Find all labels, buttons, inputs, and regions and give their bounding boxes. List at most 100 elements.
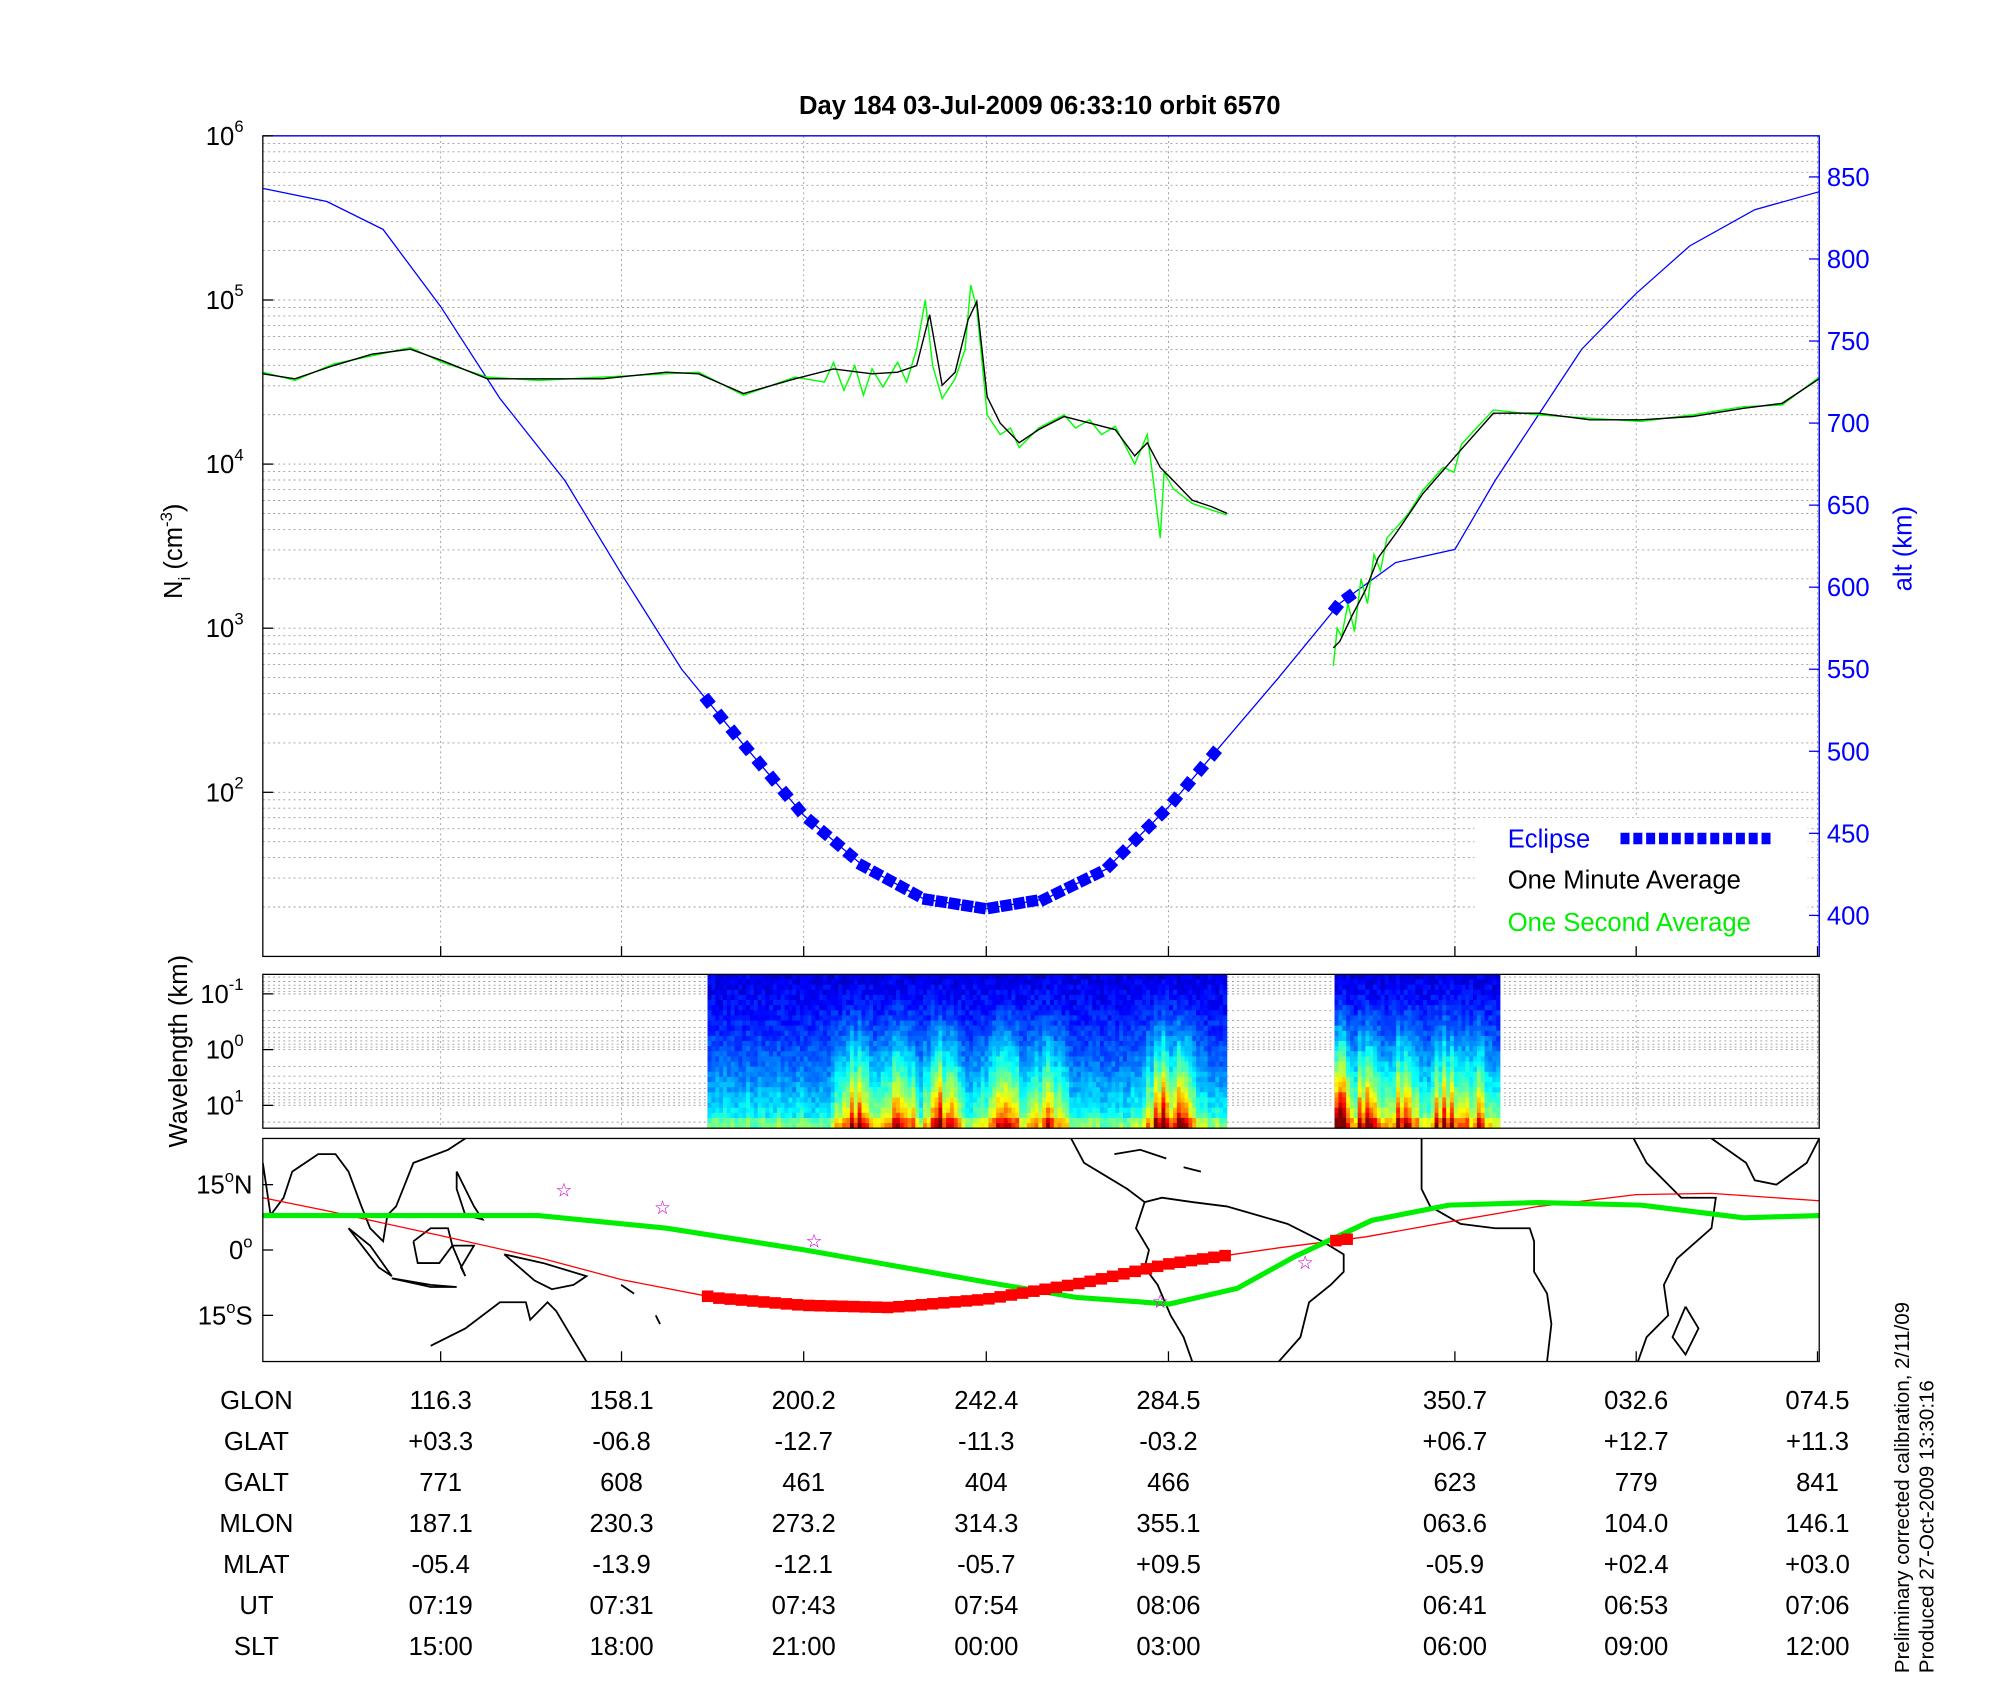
- spectrogram-cell: [753, 1020, 759, 1027]
- spectrogram-cell: [1423, 1000, 1428, 1006]
- spectrogram-cell: [876, 1056, 882, 1062]
- spectrogram-cell: [1376, 979, 1382, 985]
- spectrogram-cell: [1215, 1000, 1220, 1006]
- spectrogram-cell: [711, 1056, 716, 1062]
- spectrogram-cell: [1169, 1087, 1174, 1093]
- spectrogram-cell: [1096, 1010, 1101, 1016]
- spectrogram-cell: [1399, 974, 1405, 980]
- spectrogram-cell: [1223, 1041, 1228, 1047]
- spectrogram-cell: [961, 1107, 966, 1114]
- spectrogram-cell: [1173, 1061, 1178, 1068]
- spectrogram-cell: [1388, 1046, 1393, 1052]
- spectrogram-cell: [1153, 1076, 1159, 1083]
- spectrogram-cell: [1399, 1010, 1405, 1016]
- spectrogram-cell: [1057, 989, 1062, 996]
- spectrogram-cell: [1419, 1056, 1424, 1062]
- spectrogram-cell: [1173, 979, 1178, 985]
- spectrogram-cell: [1203, 1051, 1209, 1057]
- spectrogram-cell: [773, 1112, 778, 1119]
- spectrogram-cell: [1130, 979, 1135, 985]
- spectrogram-cell: [1169, 1030, 1174, 1037]
- spectrogram-cell: [1134, 1087, 1139, 1093]
- spectrogram-cell: [1092, 1112, 1097, 1119]
- spectrogram-cell: [899, 1030, 905, 1037]
- spectrogram-cell: [819, 1117, 824, 1124]
- spectrogram-cell: [1126, 1087, 1132, 1093]
- spectrogram-cell: [1207, 1041, 1212, 1047]
- spectrogram-cell: [1019, 1030, 1024, 1037]
- spectrogram-cell: [1380, 1025, 1385, 1032]
- spectrogram-cell: [773, 1010, 778, 1016]
- spectrogram-cell: [961, 1051, 966, 1057]
- spectrogram-cell: [969, 1102, 974, 1109]
- spectrogram-cell: [826, 1015, 832, 1021]
- spectrogram-cell: [1349, 984, 1355, 991]
- spectrogram-cell: [1149, 1061, 1155, 1068]
- spectrogram-cell: [957, 1061, 962, 1068]
- spectrogram-cell: [976, 1056, 982, 1062]
- spectrogram-cell: [1384, 1005, 1389, 1011]
- spectrogram-cell: [949, 1092, 955, 1098]
- spectrogram-cell: [1403, 1061, 1409, 1068]
- spectrogram-cell: [765, 979, 770, 985]
- spectrogram-cell: [911, 1097, 916, 1103]
- spectrogram-cell: [1088, 1046, 1093, 1052]
- spectrogram-cell: [734, 1025, 739, 1032]
- spectrogram-cell: [1219, 1061, 1224, 1068]
- spectrogram-cell: [788, 1066, 793, 1073]
- spectrogram-cell: [1342, 1020, 1347, 1027]
- spectrogram-cell: [892, 1056, 897, 1062]
- spectrogram-cell: [969, 1056, 974, 1062]
- spectrogram-cell: [792, 994, 797, 1001]
- spectrogram-cell: [1084, 1082, 1089, 1088]
- spectrogram-cell: [861, 1051, 866, 1057]
- spectrogram-cell: [1419, 979, 1424, 985]
- spectrogram-cell: [1088, 1092, 1093, 1098]
- spectrogram-cell: [1111, 1061, 1116, 1068]
- spectrogram-cell: [1088, 989, 1093, 996]
- spectrogram-cell: [757, 1005, 762, 1011]
- spectrogram-cell: [976, 979, 982, 985]
- spectrogram-cell: [1376, 1123, 1382, 1129]
- spectrogram-cell: [999, 1071, 1005, 1078]
- spectrogram-cell: [742, 1061, 747, 1068]
- spectrogram-cell: [1138, 1000, 1143, 1006]
- spectrogram-cell: [903, 994, 909, 1001]
- spectrogram-cell: [1365, 1041, 1370, 1047]
- spectrogram-cell: [765, 1123, 770, 1129]
- spectrogram-cell: [888, 1076, 893, 1083]
- spectrogram-cell: [934, 1020, 939, 1027]
- spectrogram-cell: [1423, 1010, 1428, 1016]
- spectrogram-cell: [776, 1046, 782, 1052]
- spectrogram-cell: [884, 1041, 889, 1047]
- spectrogram-cell: [1349, 1071, 1355, 1078]
- spectrogram-cell: [811, 994, 816, 1001]
- spectrogram-cell: [1192, 989, 1197, 996]
- spectrogram-cell: [1411, 1066, 1416, 1073]
- spectrogram-cell: [873, 1076, 878, 1083]
- spectrogram-cell: [892, 1097, 897, 1103]
- spectrogram-cell: [715, 1035, 720, 1042]
- spectrogram-cell: [1334, 974, 1339, 980]
- spectrogram-cell: [846, 1117, 851, 1124]
- spectrogram-cell: [846, 1102, 851, 1109]
- spectrogram-cell: [734, 1097, 739, 1103]
- spectrogram-cell: [984, 1051, 989, 1057]
- spectrogram-cell: [938, 1051, 943, 1057]
- spectrogram-cell: [842, 979, 847, 985]
- spectrogram-cell: [1353, 1087, 1359, 1093]
- spectrogram-cell: [1423, 1046, 1428, 1052]
- spectrogram-cell: [1099, 1061, 1105, 1068]
- spectrogram-cell: [1334, 1010, 1339, 1016]
- spectrogram-cell: [742, 1123, 747, 1129]
- spectrogram-cell: [780, 1000, 785, 1006]
- spectrogram-cell: [984, 1015, 989, 1021]
- spectrogram-cell: [784, 1082, 789, 1088]
- spectrogram-cell: [1373, 1112, 1378, 1119]
- spectrogram-cell: [738, 1056, 743, 1062]
- spectrogram-cell: [1115, 1123, 1120, 1129]
- spectrogram-cell: [811, 1035, 816, 1042]
- spectrogram-cell: [1396, 984, 1401, 991]
- spectrogram-cell: [826, 1097, 832, 1103]
- spectrogram-cell: [1065, 1056, 1070, 1062]
